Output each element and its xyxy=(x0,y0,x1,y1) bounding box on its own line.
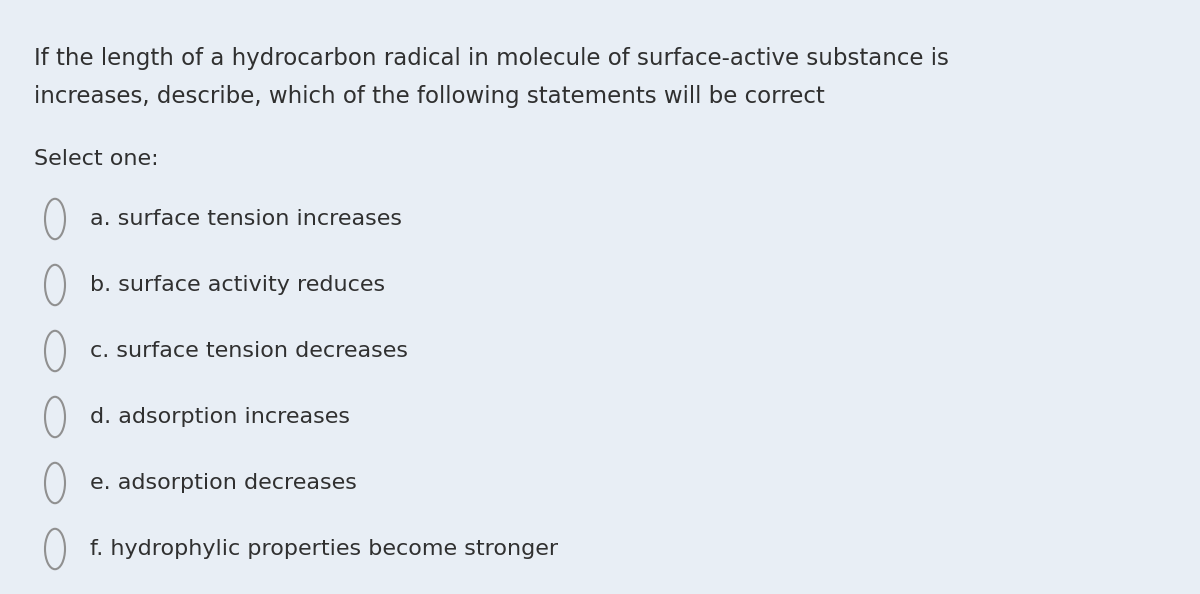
Ellipse shape xyxy=(46,265,65,305)
Text: c. surface tension decreases: c. surface tension decreases xyxy=(90,341,408,361)
Text: a. surface tension increases: a. surface tension increases xyxy=(90,209,402,229)
Ellipse shape xyxy=(46,463,65,503)
Ellipse shape xyxy=(46,397,65,437)
Text: Select one:: Select one: xyxy=(34,149,158,169)
Text: f. hydrophylic properties become stronger: f. hydrophylic properties become stronge… xyxy=(90,539,558,559)
Text: b. surface activity reduces: b. surface activity reduces xyxy=(90,275,385,295)
Text: increases, describe, which of the following statements will be correct: increases, describe, which of the follow… xyxy=(34,86,824,109)
Ellipse shape xyxy=(46,199,65,239)
Ellipse shape xyxy=(46,331,65,371)
Text: If the length of a hydrocarbon radical in molecule of surface-active substance i: If the length of a hydrocarbon radical i… xyxy=(34,48,948,71)
Ellipse shape xyxy=(46,529,65,569)
Text: d. adsorption increases: d. adsorption increases xyxy=(90,407,350,427)
Text: e. adsorption decreases: e. adsorption decreases xyxy=(90,473,356,493)
